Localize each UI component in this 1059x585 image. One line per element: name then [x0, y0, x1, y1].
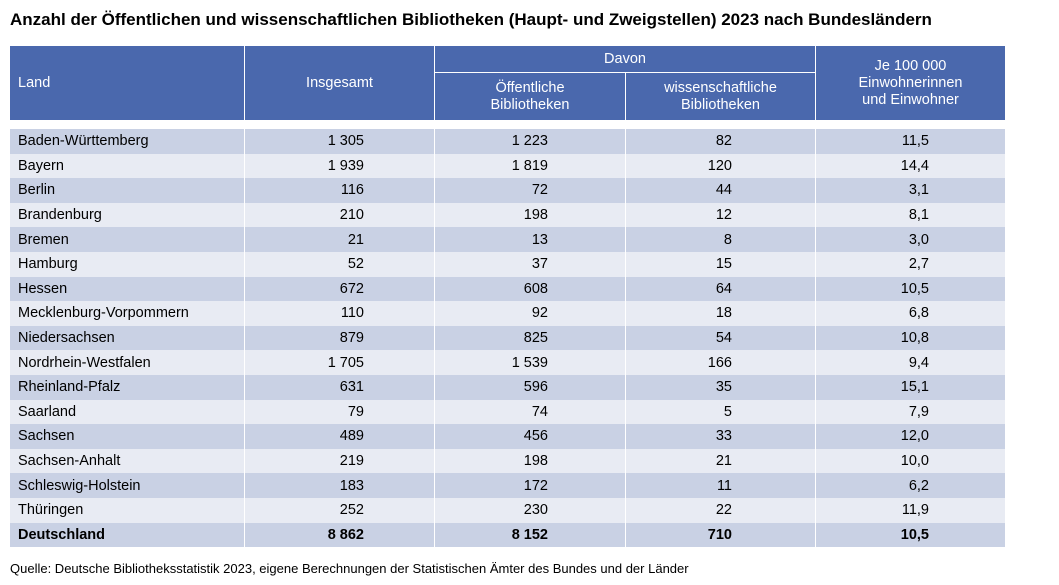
table-cell: 219: [245, 448, 435, 474]
table-cell: 8,1: [816, 202, 1005, 228]
table-cell: 166: [626, 350, 816, 375]
row-label: Nordrhein-Westfalen: [10, 350, 245, 375]
row-label: Sachsen: [10, 424, 245, 449]
title: Anzahl der Öffentlichen und wissenschaft…: [10, 10, 932, 29]
table-cell: 12: [626, 202, 816, 228]
table-cell: 12,0: [816, 424, 1005, 449]
table-cell: 6,8: [816, 301, 1005, 326]
source: Quelle: Deutsche Bibliotheksstatistik 20…: [10, 561, 689, 576]
table-cell: 15: [626, 252, 816, 277]
table-cell: 1 705: [245, 350, 435, 375]
table-cell: 110: [245, 301, 435, 326]
table-cell: 52: [245, 252, 435, 277]
table-cell: 825: [435, 325, 626, 351]
table-cell: 37: [435, 252, 626, 277]
header-cell: Insgesamt: [245, 46, 435, 121]
table-cell: 596: [435, 375, 626, 400]
table-cell: 198: [435, 448, 626, 474]
row-label: Bayern: [10, 153, 245, 179]
table-cell: 183: [245, 473, 435, 498]
row-label: Bremen: [10, 227, 245, 252]
table-cell: 74: [435, 399, 626, 425]
table-cell: 22: [626, 498, 816, 523]
table-cell: 489: [245, 424, 435, 449]
table-cell: 116: [245, 178, 435, 203]
table-cell: 15,1: [816, 375, 1005, 400]
row-label: Baden-Württemberg: [10, 129, 245, 154]
header-cell: Öffentliche Bibliotheken: [435, 73, 626, 121]
table-cell: 710: [626, 522, 816, 548]
row-label: Deutschland: [10, 522, 245, 548]
table-cell: 6,2: [816, 473, 1005, 498]
header-cell: Davon: [435, 46, 816, 73]
table-cell: 18: [626, 301, 816, 326]
row-label: Schleswig-Holstein: [10, 473, 245, 498]
table-cell: 3,0: [816, 227, 1005, 252]
row-label: Hamburg: [10, 252, 245, 277]
table-cell: 1 305: [245, 129, 435, 154]
table-cell: 11,9: [816, 498, 1005, 523]
table-cell: 879: [245, 325, 435, 351]
table-cell: 2,7: [816, 252, 1005, 277]
table-cell: 631: [245, 375, 435, 400]
table-cell: 456: [435, 424, 626, 449]
table-cell: 1 539: [435, 350, 626, 375]
table-cell: 5: [626, 399, 816, 425]
table-cell: 120: [626, 153, 816, 179]
header-cell: Land: [10, 46, 245, 121]
table-cell: 11,5: [816, 129, 1005, 154]
table-cell: 1 223: [435, 129, 626, 154]
row-label: Saarland: [10, 399, 245, 425]
table-cell: 33: [626, 424, 816, 449]
table-cell: 8 152: [435, 522, 626, 548]
row-label: Brandenburg: [10, 202, 245, 228]
row-label: Rheinland-Pfalz: [10, 375, 245, 400]
table-cell: 79: [245, 399, 435, 425]
row-label: Sachsen-Anhalt: [10, 448, 245, 474]
header-cell: wissenschaftliche Bibliotheken: [626, 73, 816, 121]
table-cell: 230: [435, 498, 626, 523]
table-cell: 608: [435, 276, 626, 302]
table-cell: 210: [245, 202, 435, 228]
table-cell: 10,8: [816, 325, 1005, 351]
table-cell: 21: [245, 227, 435, 252]
row-label: Thüringen: [10, 498, 245, 523]
table-cell: 1 819: [435, 153, 626, 179]
table-cell: 54: [626, 325, 816, 351]
table-cell: 198: [435, 202, 626, 228]
table-cell: 252: [245, 498, 435, 523]
table-cell: 1 939: [245, 153, 435, 179]
table-cell: 10,5: [816, 522, 1005, 548]
table-cell: 82: [626, 129, 816, 154]
table-cell: 44: [626, 178, 816, 203]
row-label: Hessen: [10, 276, 245, 302]
table-cell: 13: [435, 227, 626, 252]
table-cell: 92: [435, 301, 626, 326]
table-cell: 35: [626, 375, 816, 400]
table-cell: 21: [626, 448, 816, 474]
row-label: Berlin: [10, 178, 245, 203]
table-cell: 7,9: [816, 399, 1005, 425]
table-cell: 8 862: [245, 522, 435, 548]
row-label: Mecklenburg-Vorpommern: [10, 301, 245, 326]
table-cell: 9,4: [816, 350, 1005, 375]
table-cell: 14,4: [816, 153, 1005, 179]
table-cell: 3,1: [816, 178, 1005, 203]
table-cell: 64: [626, 276, 816, 302]
table-cell: 11: [626, 473, 816, 498]
table-cell: 172: [435, 473, 626, 498]
row-label: Niedersachsen: [10, 325, 245, 351]
table-cell: 8: [626, 227, 816, 252]
table-cell: 10,0: [816, 448, 1005, 474]
header-cell: Je 100 000 Einwohnerinnen und Einwohner: [816, 46, 1005, 121]
table-cell: 672: [245, 276, 435, 302]
table-cell: 10,5: [816, 276, 1005, 302]
table-cell: 72: [435, 178, 626, 203]
